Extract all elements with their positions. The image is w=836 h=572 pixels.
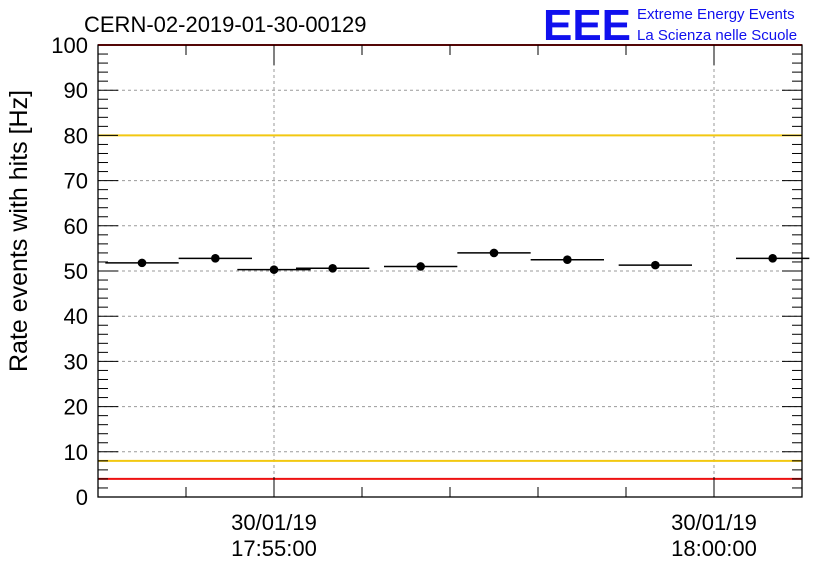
y-tick-label: 0: [76, 485, 88, 510]
x-axis-ticks: [97, 45, 803, 497]
data-point: [563, 255, 572, 264]
data-point: [416, 262, 425, 271]
data-point: [137, 258, 147, 268]
plot-frame: [97, 44, 803, 498]
x-tick-time-label: 18:00:00: [671, 536, 757, 561]
y-tick-label: 90: [64, 78, 88, 103]
y-tick-label: 80: [64, 123, 88, 148]
eee-logo: EEE Extreme Energy Events La Scienza nel…: [543, 1, 797, 50]
y-tick-label: 40: [64, 304, 88, 329]
y-tick-label: 100: [51, 33, 88, 58]
data-point: [328, 263, 337, 273]
grid-lines: [98, 45, 802, 497]
y-axis-ticks: [98, 44, 802, 498]
x-tick-time-label: 17:55:00: [231, 536, 317, 561]
chart-title: CERN-02-2019-01-30-00129: [84, 12, 367, 37]
data-points: [105, 248, 810, 274]
data-point: [651, 260, 660, 270]
data-point: [211, 254, 220, 263]
logo-line-2: La Scienza nelle Scuole: [637, 27, 797, 44]
y-tick-label: 60: [64, 214, 88, 239]
logo-line-1: Extreme Energy Events: [637, 6, 795, 23]
y-tick-label: 70: [64, 169, 88, 194]
data-point: [768, 254, 777, 263]
x-tick-date-label: 30/01/19: [231, 510, 317, 535]
y-axis-tick-labels: 0 10 20 30 40 50 60 70 80 90 100: [51, 33, 88, 510]
data-point: [489, 248, 499, 258]
logo-mark: EEE: [543, 1, 631, 50]
reference-lines: [98, 44, 802, 480]
y-tick-label: 10: [64, 440, 88, 465]
y-axis-label: Rate events with hits [Hz]: [5, 90, 33, 372]
y-tick-label: 50: [64, 259, 88, 284]
data-point: [269, 265, 279, 274]
y-tick-label: 30: [64, 349, 88, 374]
x-tick-date-label: 30/01/19: [671, 510, 757, 535]
y-tick-label: 20: [64, 395, 88, 420]
